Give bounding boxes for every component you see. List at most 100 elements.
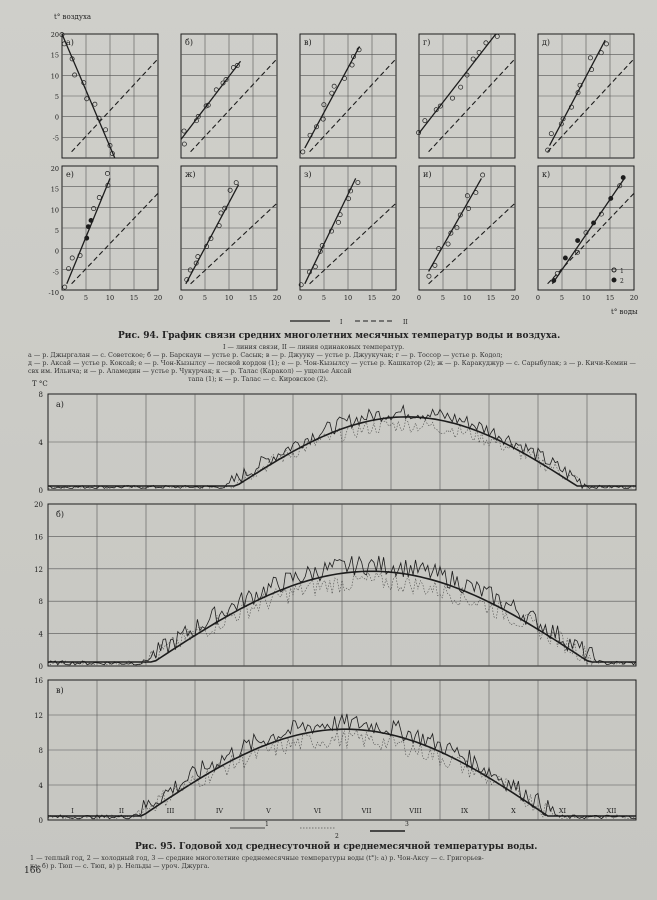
fig94-x-tick: 10: [225, 294, 233, 302]
fig94-x-tick: 0: [60, 294, 64, 302]
fig95-month-label: V: [265, 807, 271, 815]
fig94-y-tick: 5: [55, 93, 59, 101]
fig94-data-point: [458, 84, 464, 90]
fig94-y-tick: -5: [53, 134, 59, 142]
fig95-key-label: 2: [335, 833, 339, 840]
fig94-data-point: [464, 72, 470, 78]
fig95-month-label: VI: [313, 807, 322, 815]
fig94-legend-line: I — линия связи, II — линия одинаковых т…: [223, 343, 405, 351]
fig94-data-point: [457, 212, 463, 218]
fig95-key-label: 1: [265, 821, 269, 828]
fig95-y-tick: 0: [39, 817, 43, 825]
fig94-key-label: I: [340, 319, 343, 326]
fig95-panel-label: а): [56, 400, 64, 409]
fig94-data-point: [476, 49, 482, 55]
fig94-data-point: [314, 124, 319, 130]
fig94-x-tick: 5: [560, 294, 564, 302]
fig94-data-point: [234, 63, 240, 68]
fig94-equal-temp-line: [190, 202, 278, 285]
fig94-x-tick: 10: [106, 294, 114, 302]
fig94-data-point: [320, 116, 326, 122]
fig94-data-point: [454, 225, 460, 231]
fig94-data-point: [608, 195, 614, 201]
fig95-daily-curve-warm: [47, 713, 637, 820]
fig94-data-point: [105, 182, 111, 188]
fig94-key-label: 2: [620, 278, 624, 285]
fig95-panel: [47, 679, 637, 821]
fig94-panel: [418, 165, 516, 291]
fig94-data-point: [331, 83, 337, 89]
fig94-data-point: [551, 278, 557, 283]
fig95-y-tick: 8: [39, 747, 43, 755]
fig94-data-point: [548, 131, 554, 137]
fig95-daily-curve-warm: [47, 404, 637, 490]
fig94-data-point: [77, 253, 83, 258]
fig94-data-point: [577, 82, 583, 88]
fig94-regression-line: [66, 178, 111, 285]
fig94-data-point: [103, 127, 109, 133]
fig94-data-point: [107, 143, 113, 148]
fig94-panel-label: к): [542, 170, 550, 179]
fig95-panel: [47, 393, 637, 491]
fig94-data-point: [355, 180, 361, 185]
fig94-regression-line: [418, 33, 497, 134]
fig94-legend-line: тапа (1); к — р. Талас — с. Кировское (2…: [188, 375, 328, 383]
fig94-data-point: [69, 255, 75, 261]
fig94-panel: [416, 33, 516, 159]
fig94-panel: [59, 32, 159, 159]
fig94-panel-label: и): [423, 170, 431, 179]
fig94-caption: Рис. 94. График связи средних многолетни…: [118, 331, 561, 341]
fig94-x-tick: 15: [368, 294, 376, 302]
fig94-data-point: [466, 206, 471, 211]
fig94-data-point: [464, 193, 470, 199]
fig95-month-label: II: [119, 807, 125, 815]
fig94-data-point: [319, 243, 325, 249]
fig95-y-tick: 8: [39, 598, 43, 606]
fig94-legend-line: а — р. Джыргалан — с. Советское; б — р. …: [28, 351, 503, 359]
fig94-equal-temp-line: [71, 192, 159, 285]
fig94-data-point: [321, 102, 327, 108]
fig94-data-point: [483, 40, 489, 46]
fig94-panel: [537, 33, 635, 159]
fig94-regression-line: [428, 178, 482, 272]
fig94-data-point: [195, 114, 201, 119]
fig94-data-point: [450, 95, 455, 101]
fig94-x-tick: 15: [606, 294, 614, 302]
fig94-data-point: [298, 282, 304, 288]
fig94-data-point: [416, 130, 422, 136]
fig94-y-tick: 10: [51, 206, 59, 214]
fig94-key-filled-point: [611, 277, 617, 283]
fig94-data-point: [351, 54, 357, 59]
fig94-data-point: [203, 103, 209, 109]
fig94-regression-line: [548, 39, 606, 146]
fig95-y-tick: 4: [39, 631, 44, 639]
fig95-panel-label: в): [56, 686, 64, 695]
fig95-legend: 1 — теплый год, 2 — холодный год, 3 — ср…: [30, 854, 630, 870]
fig94-x-tick: 5: [441, 294, 445, 302]
fig94-data-point: [222, 205, 228, 211]
fig94-data-point: [312, 264, 318, 270]
fig94-data-point: [583, 230, 589, 236]
fig94-data-point: [432, 262, 438, 268]
fig94-regression-line: [180, 60, 242, 140]
fig94-data-point: [181, 141, 187, 147]
fig94-y-tick: 0: [55, 114, 59, 122]
fig94-panel-label: ж): [185, 170, 195, 179]
fig94-y-tick: 0: [55, 248, 59, 256]
fig94-x-tick: 15: [130, 294, 138, 302]
fig94-data-point: [317, 248, 323, 254]
fig94-equal-temp-line: [428, 202, 516, 285]
fig94-regression-line: [61, 33, 116, 159]
fig94-data-point: [480, 172, 486, 178]
fig94-equal-temp-line: [547, 58, 635, 153]
fig94-data-point: [66, 266, 72, 272]
fig94-data-point: [223, 77, 229, 83]
fig94-data-point: [220, 80, 226, 86]
fig94-panel-label: д): [542, 38, 550, 47]
fig94-data-point: [433, 107, 439, 113]
fig94-y-tick: 15: [51, 52, 59, 60]
fig94-data-point: [204, 244, 209, 249]
fig94-data-point: [422, 118, 428, 124]
fig94-panel: [298, 165, 397, 291]
fig94-y-tick: -5: [53, 268, 59, 276]
